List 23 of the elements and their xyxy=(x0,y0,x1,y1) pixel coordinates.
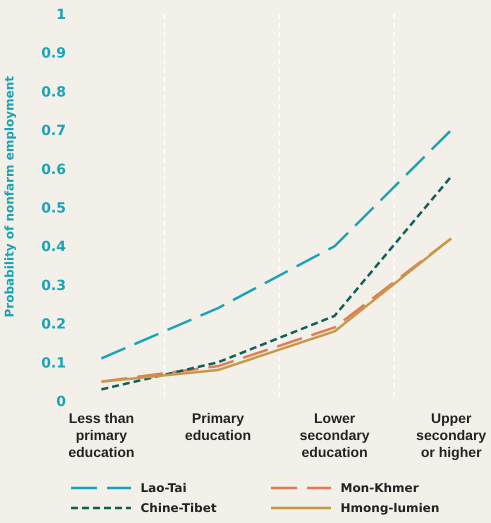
legend-label: Hmong-lumien xyxy=(340,501,440,515)
x-tick-label: Lower secondary education xyxy=(300,410,370,460)
y-tick-label: 0 xyxy=(56,394,66,410)
y-tick-label: 0.3 xyxy=(41,278,66,294)
y-tick-label: 0.7 xyxy=(41,123,66,140)
y-tick-label: 0.4 xyxy=(41,239,66,256)
y-tick-label: 0.5 xyxy=(41,200,66,216)
y-axis-title: Probability of nonfarm employment xyxy=(2,76,16,318)
legend-label: Lao-Tai xyxy=(140,481,187,495)
y-tick-label: 1 xyxy=(56,6,66,23)
x-tick-label: Primary education xyxy=(184,410,252,443)
y-tick-label: 0.6 xyxy=(41,162,66,178)
y-tick-label: 0.8 xyxy=(41,84,66,100)
x-tick-label: Less than primary education xyxy=(68,410,134,460)
legend-label: Mon-Khmer xyxy=(340,481,419,495)
x-tick-label: Upper secondary or higher xyxy=(416,410,486,460)
legend-label: Chine-Tibet xyxy=(140,501,217,515)
line-series xyxy=(100,175,452,391)
line-series xyxy=(100,237,452,383)
line-series xyxy=(100,128,452,360)
y-tick-label: 0.9 xyxy=(41,46,66,62)
y-tick-label: 0.1 xyxy=(41,355,66,372)
y-tick-label: 0.2 xyxy=(41,316,66,333)
